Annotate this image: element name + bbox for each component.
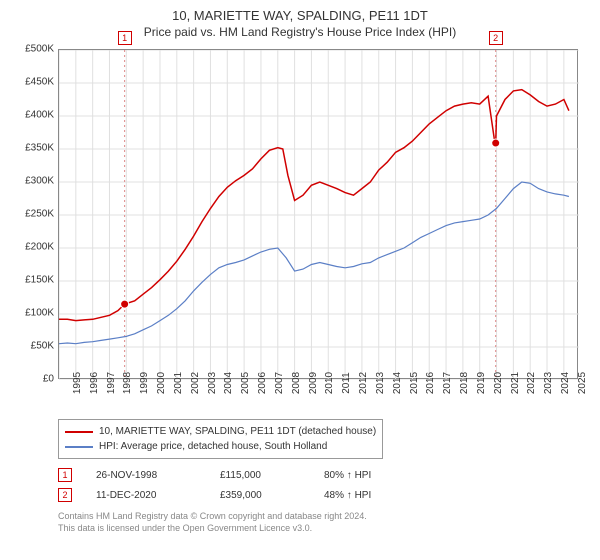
y-tick-label: £450K	[25, 77, 54, 88]
transaction-delta: 48% ↑ HPI	[324, 490, 444, 501]
transaction-marker-small: 2	[58, 488, 72, 502]
plot-area: 12	[58, 49, 578, 379]
copyright-line: Contains HM Land Registry data © Crown c…	[58, 511, 588, 523]
legend: 10, MARIETTE WAY, SPALDING, PE11 1DT (de…	[58, 419, 383, 459]
transaction-row: 2 11-DEC-2020 £359,000 48% ↑ HPI	[58, 485, 588, 505]
y-tick-label: £200K	[25, 242, 54, 253]
legend-row: 10, MARIETTE WAY, SPALDING, PE11 1DT (de…	[65, 424, 376, 439]
y-tick-label: £250K	[25, 209, 54, 220]
legend-label-property: 10, MARIETTE WAY, SPALDING, PE11 1DT (de…	[99, 424, 376, 439]
copyright-line: This data is licensed under the Open Gov…	[58, 523, 588, 535]
y-axis: £0£50K£100K£150K£200K£250K£300K£350K£400…	[12, 49, 56, 379]
plot-svg	[59, 50, 579, 380]
legend-swatch-property	[65, 431, 93, 433]
x-tick-label: 2025	[563, 372, 588, 394]
y-tick-label: £50K	[31, 341, 54, 352]
chart-title: 10, MARIETTE WAY, SPALDING, PE11 1DT	[12, 8, 588, 23]
legend-swatch-hpi	[65, 446, 93, 448]
transaction-delta: 80% ↑ HPI	[324, 470, 444, 481]
y-tick-label: £350K	[25, 143, 54, 154]
transaction-marker: 2	[489, 31, 503, 45]
legend-label-hpi: HPI: Average price, detached house, Sout…	[99, 439, 327, 454]
transaction-row: 1 26-NOV-1998 £115,000 80% ↑ HPI	[58, 465, 588, 485]
y-tick-label: £0	[43, 374, 54, 385]
y-tick-label: £500K	[25, 44, 54, 55]
transaction-marker: 1	[118, 31, 132, 45]
y-tick-label: £100K	[25, 308, 54, 319]
y-tick-label: £150K	[25, 275, 54, 286]
legend-row: HPI: Average price, detached house, Sout…	[65, 439, 376, 454]
transaction-date: 11-DEC-2020	[96, 490, 196, 501]
copyright: Contains HM Land Registry data © Crown c…	[58, 511, 588, 534]
transaction-marker-small: 1	[58, 468, 72, 482]
y-tick-label: £300K	[25, 176, 54, 187]
transaction-price: £115,000	[220, 470, 300, 481]
chart-area: £0 £50K £100K £150K £200K £250K £300K £350K £400…	[12, 45, 588, 415]
x-axis: 1995199619971998199920002001200220032004…	[58, 381, 578, 417]
y-tick-label: £400K	[25, 110, 54, 121]
transaction-price: £359,000	[220, 490, 300, 501]
transactions-table: 1 26-NOV-1998 £115,000 80% ↑ HPI 2 11-DEC-202…	[58, 465, 588, 505]
transaction-date: 26-NOV-1998	[96, 470, 196, 481]
